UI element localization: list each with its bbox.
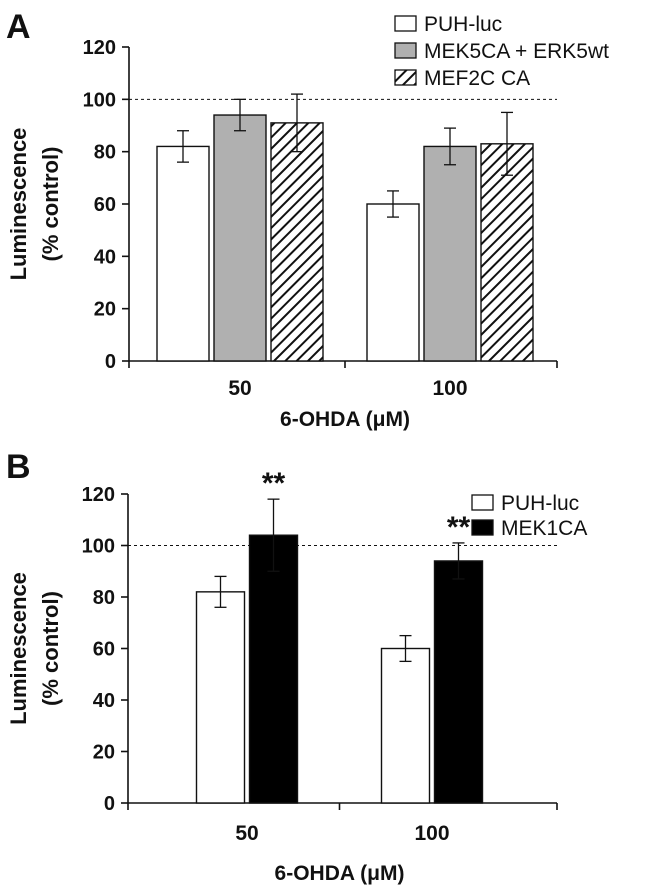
legend-label: MEK5CA + ERK5wt bbox=[424, 40, 609, 63]
y-tick-label: 20 bbox=[93, 742, 115, 764]
panel-label: A bbox=[6, 8, 31, 46]
legend-label: PUH-luc bbox=[424, 13, 502, 36]
legend-label: MEK1CA bbox=[501, 517, 587, 540]
legend-swatch bbox=[394, 42, 417, 59]
y-tick-label: 0 bbox=[105, 351, 116, 373]
legend-swatch bbox=[471, 519, 494, 536]
legend-swatch bbox=[394, 15, 417, 32]
bar bbox=[156, 145, 210, 362]
y-tick-label: 80 bbox=[93, 587, 115, 609]
bar bbox=[248, 534, 299, 804]
y-tick-label: 60 bbox=[93, 639, 115, 661]
x-axis-label: 6-OHDA (μM) bbox=[280, 408, 410, 431]
significance-marker: ** bbox=[262, 467, 286, 500]
y-tick-label: 120 bbox=[82, 484, 115, 506]
y-axis-label: Luminescence bbox=[6, 128, 31, 281]
x-axis-label: 6-OHDA (μM) bbox=[275, 862, 405, 885]
bar bbox=[366, 203, 420, 362]
panel-b-chart: B 0 20 40 60 80 100 120 50 100 ** ** 6-OHDA (μM) Lumi… bbox=[6, 448, 587, 885]
y-tick-label: 120 bbox=[83, 37, 116, 59]
panel-a-chart: A 0 20 40 60 80 100 120 50 100 6-OHDA (μM) Luminesc… bbox=[6, 8, 609, 431]
bar bbox=[380, 647, 431, 804]
bar bbox=[433, 560, 484, 804]
y-tick-label: 100 bbox=[83, 89, 116, 111]
x-tick-label: 100 bbox=[432, 377, 467, 400]
y-axis-label: (% control) bbox=[38, 591, 63, 706]
legend-label: MEF2C CA bbox=[424, 67, 530, 90]
y-axis-label: (% control) bbox=[38, 147, 63, 262]
y-tick-label: 40 bbox=[93, 690, 115, 712]
x-tick-label: 100 bbox=[414, 822, 449, 845]
bar bbox=[270, 122, 324, 362]
legend-swatch bbox=[394, 69, 417, 86]
y-tick-label: 80 bbox=[94, 142, 116, 164]
y-tick-label: 20 bbox=[94, 299, 116, 321]
panel-label: B bbox=[6, 448, 31, 486]
y-tick-label: 40 bbox=[94, 246, 116, 268]
bar bbox=[195, 591, 246, 804]
y-tick-label: 100 bbox=[82, 536, 115, 558]
bar bbox=[480, 143, 534, 362]
legend-swatch bbox=[471, 494, 494, 511]
x-tick-label: 50 bbox=[228, 377, 251, 400]
x-tick-label: 50 bbox=[235, 822, 258, 845]
significance-marker: ** bbox=[447, 511, 471, 544]
legend-label: PUH-luc bbox=[501, 492, 579, 515]
y-tick-label: 0 bbox=[104, 793, 115, 815]
bar bbox=[423, 145, 477, 362]
y-axis-label: Luminescence bbox=[6, 572, 31, 725]
y-tick-label: 60 bbox=[94, 194, 116, 216]
bar bbox=[213, 114, 267, 362]
